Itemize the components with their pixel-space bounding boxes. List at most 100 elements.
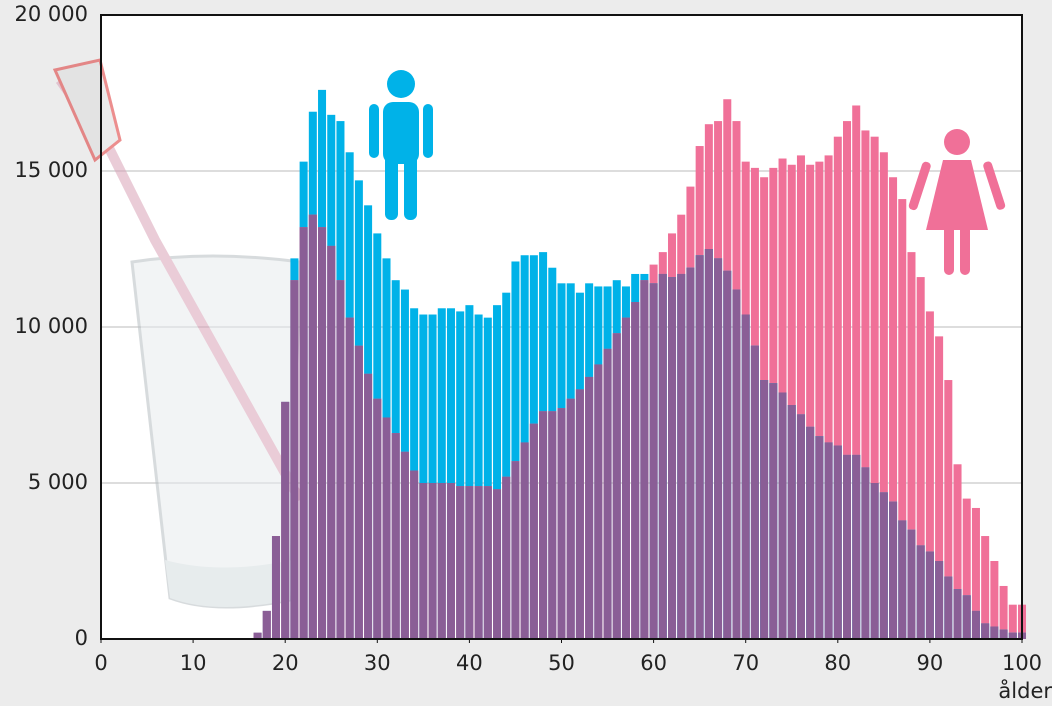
overlap-bar — [815, 436, 824, 639]
overlap-bar — [603, 348, 612, 639]
overlap-bar — [474, 486, 483, 639]
bar — [824, 155, 833, 639]
overlap-bar — [419, 483, 428, 639]
overlap-bar — [299, 227, 308, 639]
overlap-bar — [308, 214, 317, 639]
overlap-bar — [714, 258, 723, 639]
overlap-bar — [410, 470, 419, 639]
overlap-bar — [548, 411, 557, 639]
overlap-bar — [971, 610, 980, 639]
x-tick-label: 80 — [824, 651, 851, 675]
bar — [833, 136, 842, 639]
overlap-bar — [456, 486, 465, 639]
woman-icon — [908, 129, 1006, 275]
overlap-bar — [686, 267, 695, 639]
overlap-bar — [833, 445, 842, 639]
overlap-bar — [612, 333, 621, 639]
x-tick-label: 70 — [732, 651, 759, 675]
overlap-bar — [806, 426, 815, 639]
overlap-bar — [400, 451, 409, 639]
overlap-bar — [354, 345, 363, 639]
overlap-bar — [336, 280, 345, 639]
bar — [511, 261, 520, 639]
overlap-bar — [796, 414, 805, 639]
bar — [815, 161, 824, 639]
overlap-bar — [852, 454, 861, 639]
bar — [446, 308, 455, 639]
overlap-bar — [935, 561, 944, 639]
overlap-bar — [373, 398, 382, 639]
x-tick-label: 60 — [640, 651, 667, 675]
overlap-bar — [677, 273, 686, 639]
bar — [502, 292, 511, 639]
overlap-bar — [778, 392, 787, 639]
overlap-bar — [585, 376, 594, 639]
overlap-bar — [520, 442, 529, 639]
overlap-bar — [465, 486, 474, 639]
bar — [953, 464, 962, 639]
bar — [465, 305, 474, 639]
bar — [806, 164, 815, 639]
overlap-bar — [382, 417, 391, 639]
overlap-bar — [493, 489, 502, 639]
overlap-bar — [539, 411, 548, 639]
overlap-bar — [668, 277, 677, 639]
overlap-bar — [889, 501, 898, 639]
bar — [796, 155, 805, 639]
bar — [879, 152, 888, 639]
overlap-bar — [962, 595, 971, 639]
overlap-bar — [925, 551, 934, 639]
overlap-bar — [557, 408, 566, 639]
overlap-bar — [861, 467, 870, 639]
overlap-bar — [658, 273, 667, 639]
bar — [925, 311, 934, 639]
bar — [1008, 604, 1017, 639]
overlap-bar — [345, 317, 354, 639]
bar — [483, 317, 492, 639]
overlap-bar — [428, 483, 437, 639]
x-tick-label: 0 — [94, 651, 107, 675]
overlap-bar — [649, 283, 658, 639]
x-tick-label: 20 — [272, 651, 299, 675]
overlap-bar — [262, 610, 271, 639]
overlap-bar — [843, 454, 852, 639]
x-tick-label: 10 — [180, 651, 207, 675]
overlap-bar — [916, 545, 925, 639]
overlap-bar — [511, 461, 520, 639]
y-tick-label: 5 000 — [28, 470, 88, 494]
bar — [907, 252, 916, 639]
overlap-bar — [787, 405, 796, 639]
x-tick-label: 50 — [548, 651, 575, 675]
overlap-bar — [704, 249, 713, 639]
overlap-bar — [953, 589, 962, 639]
bar — [870, 136, 879, 639]
overlap-bar — [594, 364, 603, 639]
bar — [981, 536, 990, 639]
bar — [474, 314, 483, 639]
overlap-bar — [621, 317, 630, 639]
glass-decoration — [52, 58, 305, 609]
overlap-bar — [253, 632, 262, 639]
overlap-bar — [437, 483, 446, 639]
bar — [971, 507, 980, 639]
overlap-bar — [769, 383, 778, 639]
x-tick-label: 100 — [1002, 651, 1042, 675]
overlap-bar — [327, 245, 336, 639]
bar — [861, 130, 870, 639]
overlap-bar — [529, 423, 538, 639]
overlap-bar — [999, 629, 1008, 639]
overlap-bar — [723, 270, 732, 639]
x-tick-label: 40 — [456, 651, 483, 675]
bar — [990, 561, 999, 639]
overlap-bar — [364, 373, 373, 639]
overlap-bar — [290, 280, 299, 639]
overlap-bar — [870, 483, 879, 639]
overlap-bar — [483, 486, 492, 639]
y-tick-label: 0 — [75, 626, 88, 650]
bar — [898, 199, 907, 639]
y-tick-label: 10 000 — [15, 314, 88, 338]
bar — [935, 336, 944, 639]
overlap-bar — [879, 492, 888, 639]
bar — [787, 164, 796, 639]
overlap-bar — [741, 314, 750, 639]
